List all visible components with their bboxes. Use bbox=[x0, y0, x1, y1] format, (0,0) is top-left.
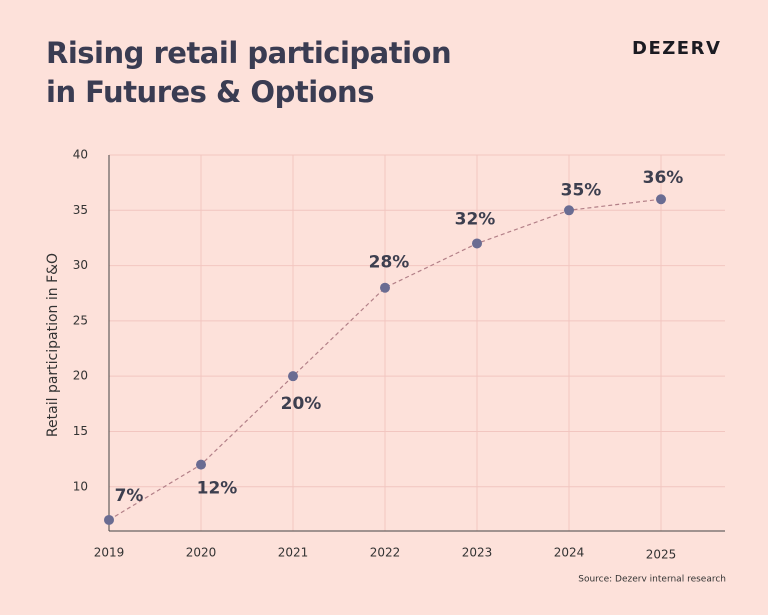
data-point bbox=[380, 282, 390, 293]
y-tick-label: 15 bbox=[73, 424, 88, 438]
data-point bbox=[472, 238, 482, 249]
value-label: 20% bbox=[281, 394, 322, 414]
value-label: 36% bbox=[643, 168, 684, 188]
x-tick-label: 2023 bbox=[462, 546, 493, 560]
x-tick-label: 2019 bbox=[94, 546, 125, 560]
value-label: 28% bbox=[369, 253, 410, 273]
x-tick-label: 2021 bbox=[278, 546, 309, 560]
y-axis-title: Retail participation in F&O bbox=[45, 253, 61, 437]
data-point bbox=[104, 514, 114, 525]
brand-logo: DEZERV bbox=[632, 38, 722, 59]
data-point bbox=[564, 205, 574, 216]
y-tick-label: 40 bbox=[73, 148, 88, 162]
x-tick-label: 2022 bbox=[370, 546, 401, 560]
value-label: 7% bbox=[115, 486, 144, 506]
y-tick-label: 25 bbox=[73, 313, 88, 327]
y-tick-label: 30 bbox=[73, 258, 88, 272]
data-point bbox=[196, 459, 206, 470]
x-tick-label: 2025 bbox=[646, 548, 677, 562]
x-tick-label: 2024 bbox=[554, 546, 585, 560]
chart-title: Rising retail participation in Futures &… bbox=[46, 36, 452, 109]
data-point bbox=[656, 194, 666, 205]
value-label: 32% bbox=[455, 209, 496, 229]
value-label: 35% bbox=[561, 180, 602, 200]
source-note: Source: Dezerv internal research bbox=[578, 575, 726, 585]
data-point bbox=[288, 371, 298, 382]
y-tick-label: 35 bbox=[73, 203, 88, 217]
y-tick-label: 10 bbox=[73, 479, 88, 493]
value-label: 12% bbox=[197, 479, 238, 499]
x-tick-label: 2020 bbox=[186, 546, 217, 560]
y-tick-label: 20 bbox=[73, 369, 88, 383]
